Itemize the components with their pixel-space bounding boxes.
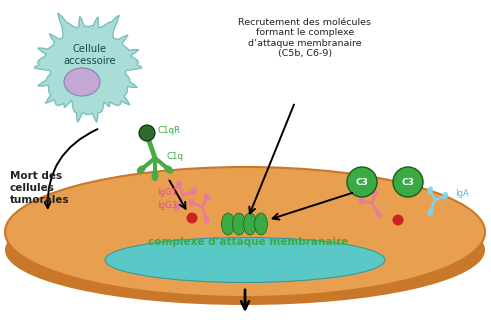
Circle shape	[187, 213, 197, 223]
Text: Cellule
accessoire: Cellule accessoire	[64, 44, 116, 66]
Ellipse shape	[375, 211, 382, 218]
Text: Recrutement des molécules
formant le complexe
d’attaque membranaire
(C5b, C6-9): Recrutement des molécules formant le com…	[239, 18, 372, 58]
Text: IgG1: IgG1	[157, 187, 177, 196]
Ellipse shape	[5, 195, 485, 305]
Ellipse shape	[105, 238, 385, 282]
Text: IgG3: IgG3	[157, 202, 177, 211]
Ellipse shape	[221, 213, 235, 235]
Ellipse shape	[442, 192, 448, 200]
Bar	[0, 300, 491, 322]
Circle shape	[139, 125, 155, 141]
Ellipse shape	[372, 189, 379, 196]
Circle shape	[393, 167, 423, 197]
Ellipse shape	[254, 213, 268, 235]
Ellipse shape	[427, 186, 433, 194]
Ellipse shape	[152, 171, 159, 181]
Ellipse shape	[137, 166, 146, 174]
Ellipse shape	[204, 193, 210, 201]
Circle shape	[347, 167, 377, 197]
Polygon shape	[34, 13, 142, 122]
Ellipse shape	[244, 213, 256, 235]
Ellipse shape	[428, 208, 434, 216]
Text: C1q: C1q	[167, 151, 184, 160]
Circle shape	[392, 214, 404, 225]
Ellipse shape	[175, 180, 182, 189]
Text: Mort des
cellules
tumorales: Mort des cellules tumorales	[10, 171, 70, 204]
Text: C3: C3	[402, 177, 414, 186]
Text: complexe d’attaque membranaire: complexe d’attaque membranaire	[148, 237, 348, 247]
Ellipse shape	[358, 197, 364, 204]
Ellipse shape	[64, 68, 100, 96]
Ellipse shape	[203, 216, 210, 224]
Ellipse shape	[164, 166, 173, 174]
Ellipse shape	[174, 203, 181, 211]
Ellipse shape	[191, 187, 197, 195]
Ellipse shape	[189, 198, 195, 207]
Ellipse shape	[5, 167, 485, 297]
Text: C1qR: C1qR	[158, 126, 181, 135]
Text: C3: C3	[355, 177, 368, 186]
Text: IgA: IgA	[455, 190, 469, 198]
Ellipse shape	[233, 213, 246, 235]
